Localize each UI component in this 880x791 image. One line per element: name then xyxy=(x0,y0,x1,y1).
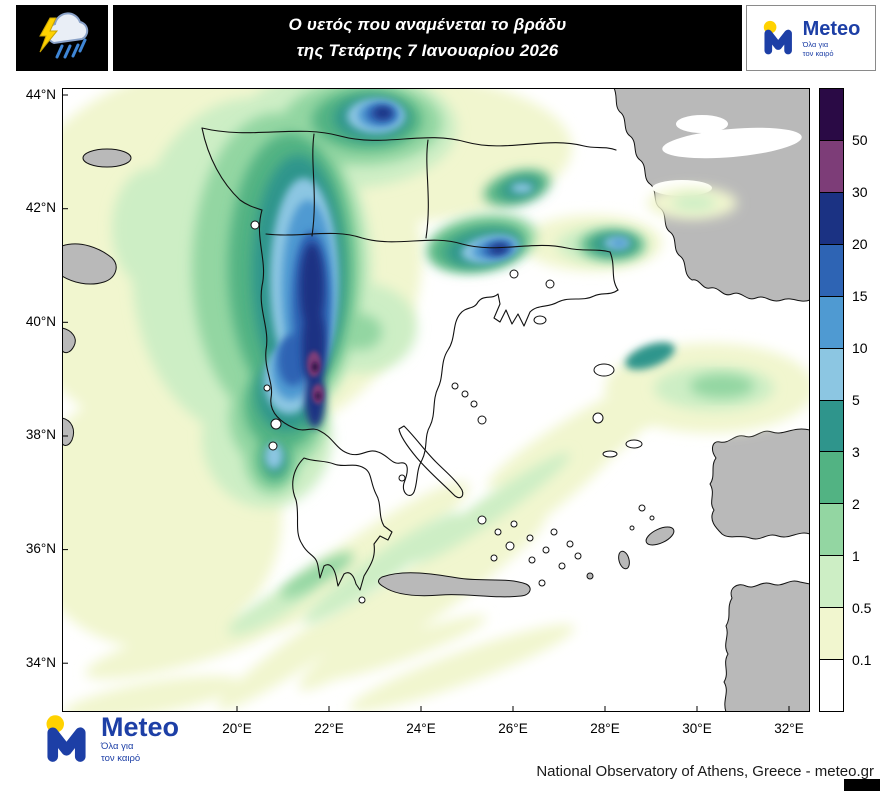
storm-icon xyxy=(16,5,108,71)
coastlines-borders xyxy=(201,127,619,591)
map-frame xyxy=(62,88,810,712)
precip-overlay-1 xyxy=(690,374,754,398)
colorbar-segment xyxy=(820,659,843,712)
colorbar-segment xyxy=(820,451,843,504)
colorbar-segment xyxy=(820,139,843,192)
colorbar-label: 0.1 xyxy=(852,652,872,668)
colorbar-label: 2 xyxy=(852,496,860,512)
meteo-m-sun-icon xyxy=(46,714,86,762)
y-tick-label: 44°N xyxy=(25,87,56,102)
colorbar-label: 15 xyxy=(852,288,868,304)
meteo-logo-tagline1: Όλα για xyxy=(101,741,134,753)
x-tick-label: 28°E xyxy=(590,721,620,736)
meteo-logo-tagline2: τον καιρό xyxy=(101,752,141,764)
colorbar-label: 0.5 xyxy=(852,600,872,616)
colorbar xyxy=(819,88,844,712)
x-tick-label: 26°E xyxy=(498,721,528,736)
x-tick-label: 20°E xyxy=(222,721,252,736)
map-title-line2: της Τετάρτης 7 Ιανουαρίου 2026 xyxy=(296,41,559,60)
meteo-logo-name: Meteo xyxy=(101,712,180,742)
colorbar-label: 20 xyxy=(852,236,868,252)
meteo-logo-tagline2: τον καιρό xyxy=(802,48,834,58)
y-tick-label: 42°N xyxy=(25,200,56,215)
colorbar-label: 30 xyxy=(852,184,868,200)
x-tick-label: 32°E xyxy=(774,721,804,736)
colorbar-segment xyxy=(820,347,843,400)
colorbar-segment xyxy=(820,295,843,348)
precip-overlay-3 xyxy=(625,342,675,370)
x-tick-label: 24°E xyxy=(406,721,436,736)
colorbar-segment xyxy=(820,555,843,608)
x-tick-label: 30°E xyxy=(682,721,712,736)
colorbar-label: 10 xyxy=(852,340,868,356)
storm-cloud-lightning-rain-icon xyxy=(39,12,89,59)
y-tick-label: 38°N xyxy=(25,427,56,442)
colorbar-segment xyxy=(820,191,843,244)
colorbar-segment xyxy=(820,243,843,296)
precipitation-map xyxy=(62,88,810,712)
map-title: Ο υετός που αναμένεται το βράδυ της Τετά… xyxy=(113,5,742,71)
islands xyxy=(250,220,655,604)
meteo-logo-tagline1: Όλα για xyxy=(802,39,829,49)
colorbar-label: 5 xyxy=(852,392,860,408)
colorbar-label: 50 xyxy=(852,132,868,148)
y-tick-label: 34°N xyxy=(25,655,56,670)
y-tick-label: 36°N xyxy=(25,541,56,556)
map-area xyxy=(62,88,810,712)
y-tick-label: 40°N xyxy=(25,314,56,329)
precip-layer-50 xyxy=(312,362,321,400)
header: Ο υετός που αναμένεται το βράδυ της Τετά… xyxy=(16,5,876,71)
meteo-m-sun-icon xyxy=(763,20,792,55)
meteo-logo-name: Meteo xyxy=(802,17,861,40)
colorbar-segment xyxy=(820,607,843,660)
colorbar-segment xyxy=(820,399,843,452)
colorbar-segment xyxy=(820,89,843,140)
attribution-text: National Observatory of Athens, Greece -… xyxy=(536,763,874,780)
meteo-logo-header: Meteo Όλα για τον καιρό xyxy=(746,5,876,71)
meteo-logo-footer: Meteo Όλα για τον καιρό xyxy=(44,713,179,764)
colorbar-label: 3 xyxy=(852,444,860,460)
x-tick-label: 22°E xyxy=(314,721,344,736)
corner-strip xyxy=(844,779,880,791)
colorbar-label: 1 xyxy=(852,548,860,564)
colorbar-segment xyxy=(820,503,843,556)
map-title-line1: Ο υετός που αναμένεται το βράδυ xyxy=(288,14,567,34)
